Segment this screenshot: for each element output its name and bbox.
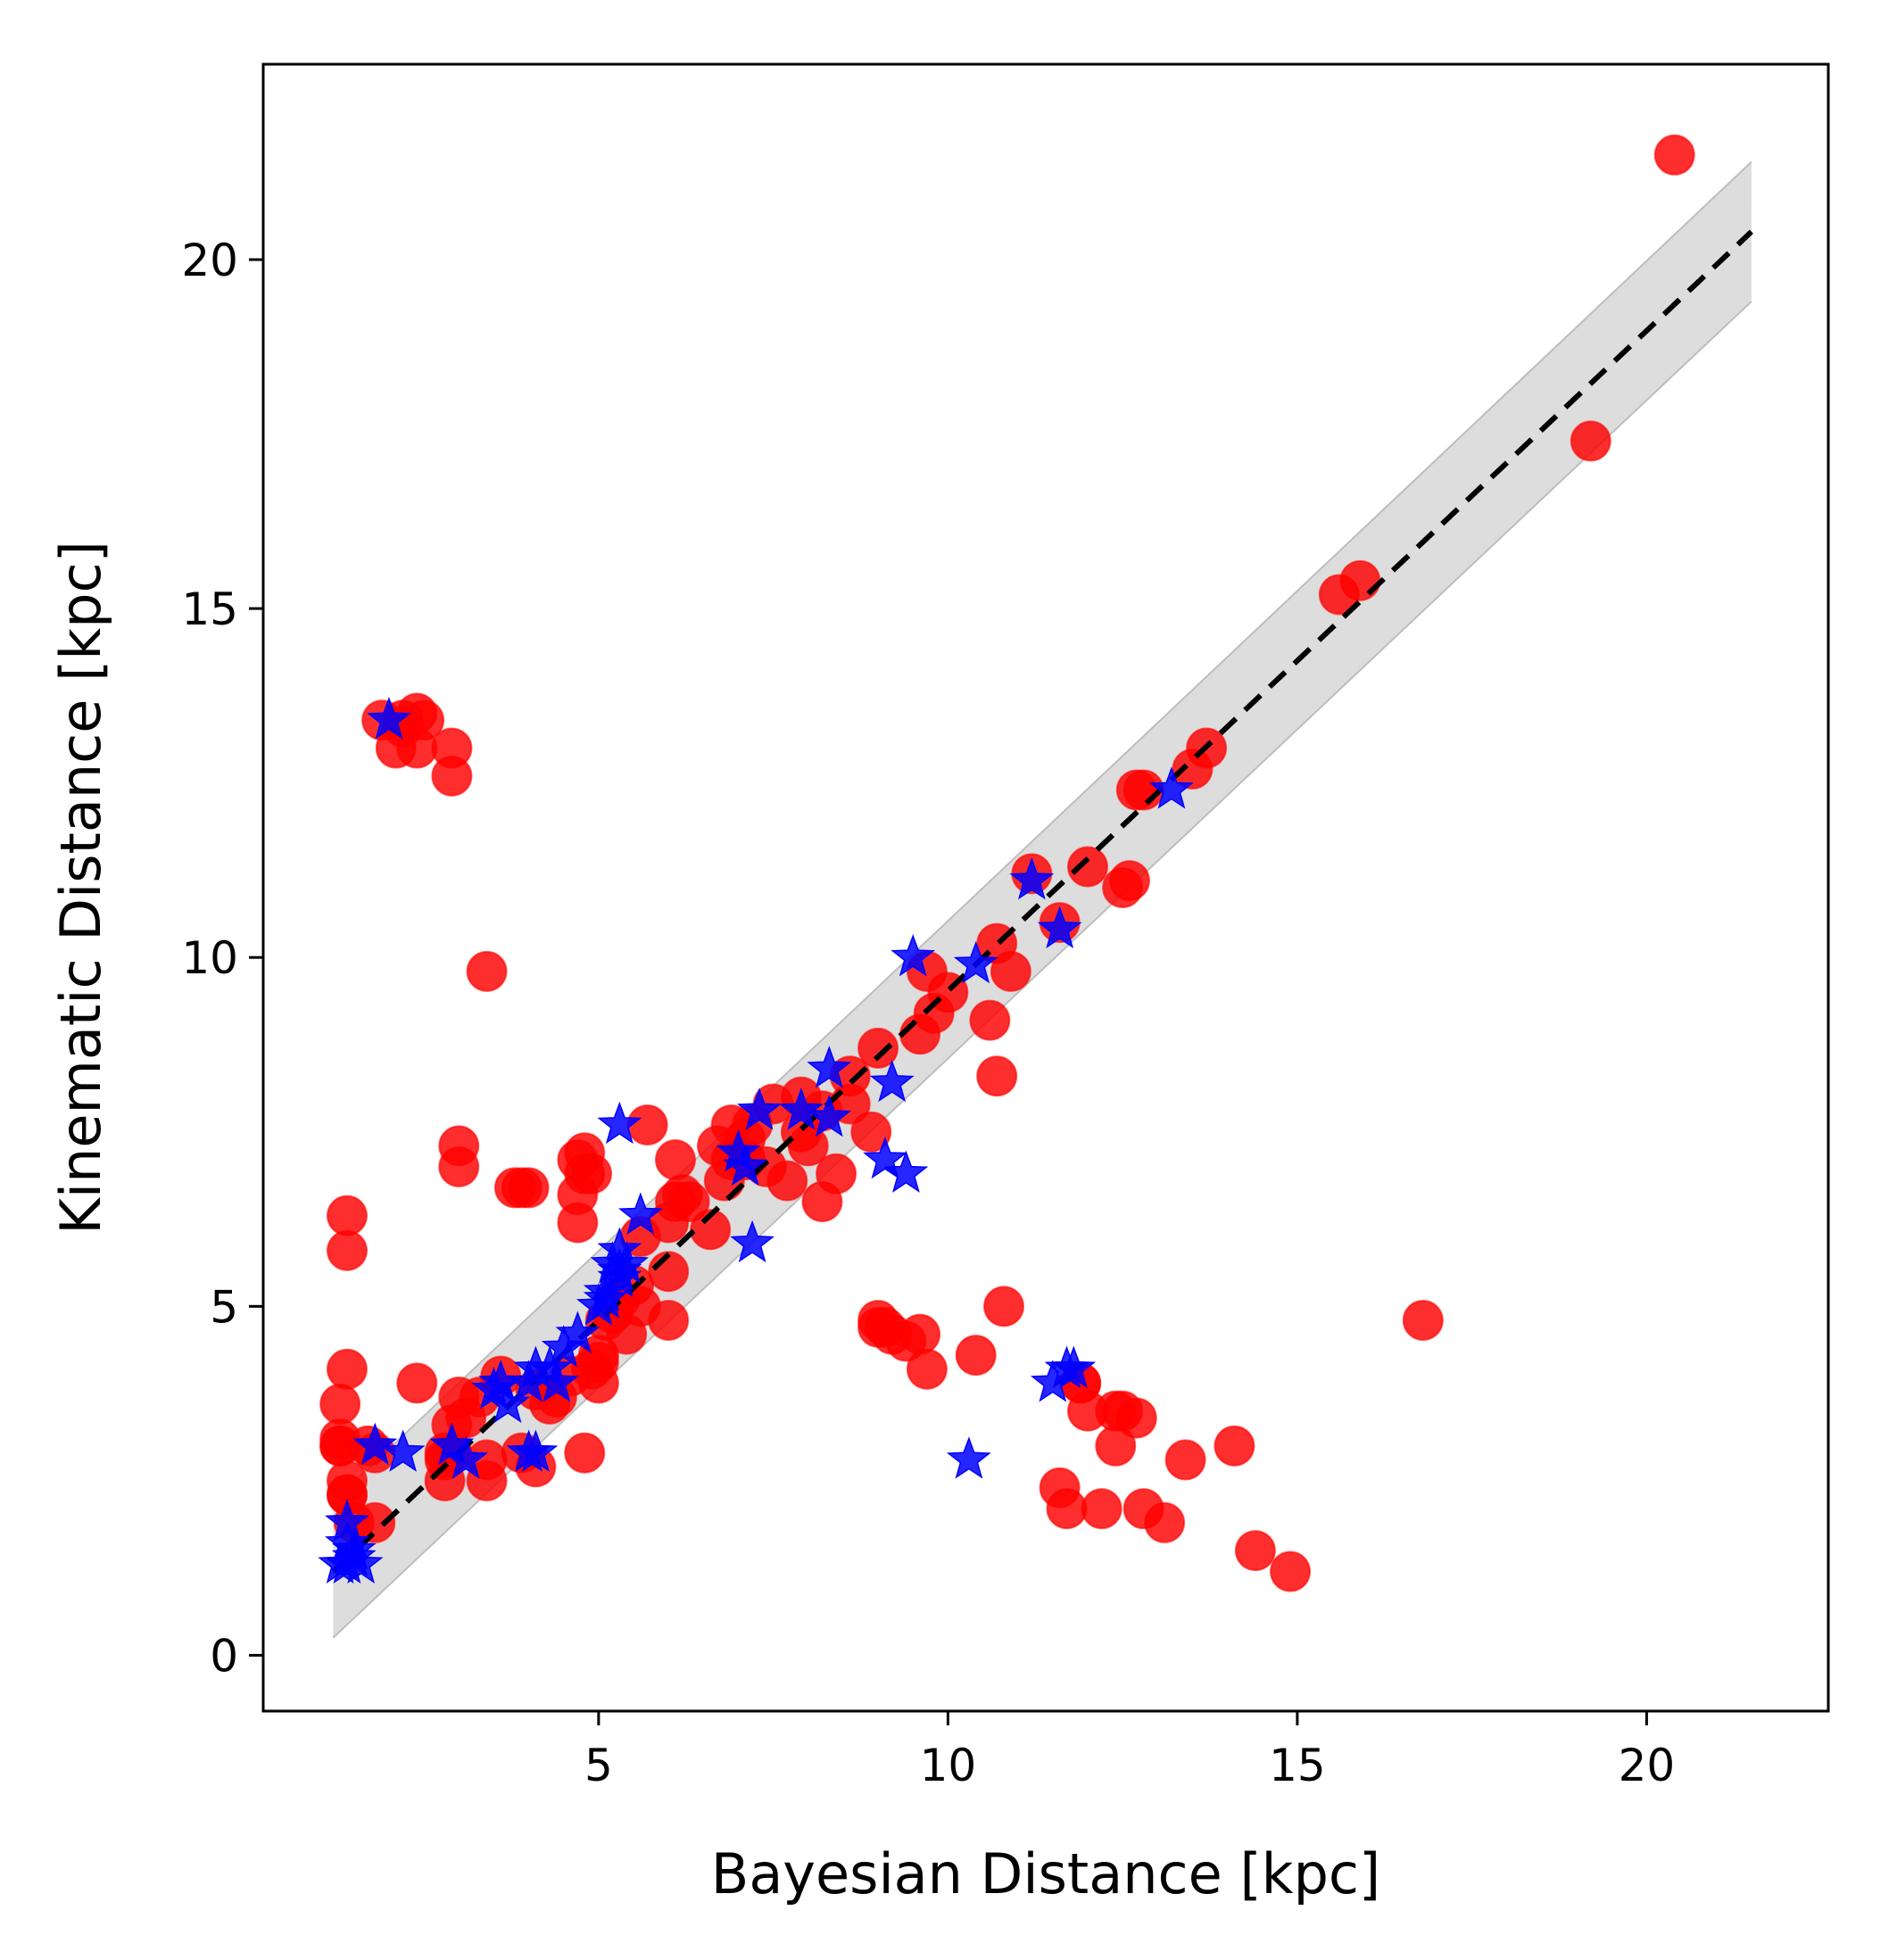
star-point [883,1150,929,1193]
plot-area [318,134,1753,1639]
circle-point [577,1341,619,1383]
circle-point [326,1195,368,1236]
circle-point [1164,1439,1206,1481]
star-series [318,697,1194,1584]
circle-point [1270,1551,1312,1592]
star-point [555,1311,601,1353]
star-point [807,1046,852,1088]
x-tick-label: 20 [1619,1740,1676,1791]
star-point [513,1429,559,1472]
star-point [946,1436,991,1479]
circle-point [1172,748,1214,790]
y-axis-label: Kinematic Distance [kpc] [48,541,113,1235]
circle-point [857,1027,899,1069]
star-point [443,1436,488,1479]
x-tick-label: 5 [584,1740,613,1791]
plot-frame [261,62,1830,1713]
circle-point [326,1229,368,1271]
star-point [485,1380,530,1423]
star-point [617,1192,663,1235]
star-point [352,1422,398,1465]
star-point [325,1499,369,1542]
x-tick-label: 10 [920,1740,977,1791]
y-tick-label: 0 [210,1630,238,1682]
circle-point [1570,420,1611,462]
circle-point [969,999,1011,1041]
star-point [891,934,936,977]
star-point [716,1129,761,1172]
circle-point [1081,1488,1122,1530]
star-point [869,1059,915,1103]
star-point [583,1269,628,1311]
circle-point [983,1286,1025,1327]
star-point [737,1088,782,1130]
y-axis-ticks: 0 5 10 15 20 [181,235,263,1682]
circle-point [955,1335,997,1377]
y-tick-label: 10 [181,932,238,984]
star-point [730,1220,775,1263]
circle-point [1234,1530,1276,1572]
star-point [1037,906,1082,949]
circle-point [1214,1425,1255,1467]
circle-point [431,755,473,797]
circle-point [626,1104,668,1145]
star-point [863,1136,907,1179]
star-point [597,1101,642,1145]
circle-point [1108,860,1150,902]
circle-point [466,950,508,992]
circle-point [1402,1299,1444,1341]
circle-point [1339,559,1381,601]
x-tick-label: 15 [1269,1740,1326,1791]
circle-point [564,1432,606,1474]
circle-point [508,1167,550,1209]
circle-point [906,1348,948,1390]
circle-point [396,1362,438,1404]
star-point [807,1094,852,1137]
circle-point [766,1160,808,1202]
circle-point [1653,134,1695,176]
circle-point [990,950,1031,992]
circle-point [1102,1390,1144,1432]
x-axis-ticks: 5 10 15 20 [584,1711,1675,1791]
circle-point [1144,1501,1186,1543]
star-point [779,1088,824,1130]
circle-point [654,1139,696,1181]
circle-point [438,1145,480,1187]
star-point [1051,1345,1097,1388]
star-point [1149,766,1194,809]
star-point [534,1360,579,1402]
circle-point [396,727,438,769]
band-upper-edge [332,161,1752,1503]
star-point [367,697,411,740]
circle-point [1095,1425,1137,1467]
x-axis-label: Bayesian Distance [kpc] [711,1841,1380,1906]
y-tick-label: 5 [210,1281,238,1333]
circle-point [319,1383,361,1425]
star-point [597,1248,642,1291]
circle-point [1066,846,1108,888]
circle-point [1046,1488,1088,1530]
circle-point [668,1180,710,1222]
star-point [1009,857,1055,900]
circle-point [319,1425,361,1467]
band-lower-edge [332,301,1752,1639]
circle-point [850,1111,892,1153]
circle-point [801,1180,843,1222]
star-point [380,1429,426,1472]
circle-point [557,1139,599,1181]
circle-point [899,1313,941,1355]
star-point [338,1541,384,1584]
y-tick-label: 20 [181,235,238,286]
y-tick-label: 15 [181,583,238,635]
circle-point [690,1209,732,1251]
circle-point [326,1348,368,1390]
star-point [953,940,998,984]
circle-point [976,1055,1018,1097]
